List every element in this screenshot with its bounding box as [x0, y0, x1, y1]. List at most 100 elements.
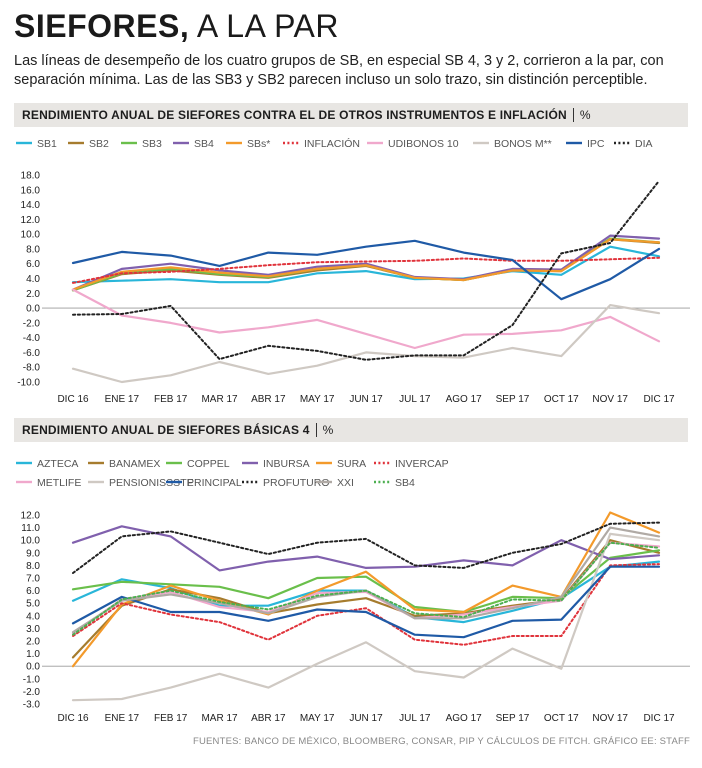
chart2-series-sb4 [72, 541, 660, 636]
subtitle: Las líneas de desempeño de los cuatro gr… [14, 53, 664, 88]
chart1-x-tick: ABR 17 [251, 394, 286, 405]
chart1-legend-label-sb4: SB4 [194, 138, 214, 150]
chart2-series-coppel [71, 549, 661, 614]
chart2-title: RENDIMIENTO ANUAL DE SIEFORES BÁSICAS 4% [22, 423, 334, 437]
chart2-y-tick: -3.0 [23, 700, 41, 711]
chart2-legend-label-sb4: SB4 [395, 477, 415, 489]
chart1-title-band: RENDIMIENTO ANUAL DE SIEFORES CONTRA EL … [14, 103, 688, 127]
chart2-series-pensionissste [71, 532, 661, 702]
chart1-y-tick: -10.0 [17, 378, 40, 389]
chart1-x-tick: MAY 17 [300, 394, 335, 405]
chart1-x-tick: JUN 17 [349, 394, 383, 405]
chart1-x-tick: FEB 17 [154, 394, 188, 405]
chart1-x-tick: MAR 17 [201, 394, 238, 405]
chart1-x-tick: NOV 17 [592, 394, 628, 405]
chart2-y-tick: 5.0 [26, 599, 40, 610]
chart2-x-tick: ABR 17 [251, 713, 286, 724]
chart1-title: RENDIMIENTO ANUAL DE SIEFORES CONTRA EL … [22, 108, 591, 122]
chart2-series-inbursa [71, 525, 661, 572]
chart2-x-tick: DIC 17 [643, 713, 675, 724]
chart1-y-tick: 2.0 [26, 289, 40, 300]
chart2-x-tick: DIC 16 [57, 713, 89, 724]
chart1-legend-label-sb2: SB2 [89, 138, 109, 150]
chart2-y-tick: -2.0 [23, 687, 41, 698]
chart2-x-tick: MAR 17 [201, 713, 238, 724]
chart2-x-tick: ENE 17 [105, 713, 140, 724]
chart2-x-tick: OCT 17 [544, 713, 579, 724]
chart1-y-tick: 16.0 [21, 185, 41, 196]
chart2-legend-label-profuturo: PROFUTURO [263, 477, 330, 489]
chart1-y-tick: 14.0 [21, 200, 41, 211]
chart2-y-tick: 12.0 [21, 511, 41, 522]
chart2-legend-label-metlife: METLIFE [37, 477, 81, 489]
chart2-x-tick: NOV 17 [592, 713, 628, 724]
chart2-y-tick: 6.0 [26, 586, 40, 597]
chart2-series-invercap [72, 563, 660, 646]
chart2-y-tick: 2.0 [26, 637, 40, 648]
chart1-y-tick: 6.0 [26, 259, 40, 270]
chart1-x-tick: JUL 17 [399, 394, 431, 405]
chart1-series-inflacion [72, 256, 660, 284]
chart2-x-tick: MAY 17 [300, 713, 335, 724]
chart2-legend-label-principal: PRINCIPAL [187, 477, 242, 489]
sources-footer: FUENTES: BANCO DE MÉXICO, BLOOMBERG, CON… [192, 736, 690, 747]
title-bold: SIEFORES, [14, 8, 190, 44]
chart1-x-tick: DIC 17 [643, 394, 675, 405]
chart1-y-tick: -6.0 [23, 348, 41, 359]
chart2-y-tick: 4.0 [26, 611, 40, 622]
chart1-series-dia [72, 179, 660, 361]
chart1-x-tick: DIC 16 [57, 394, 89, 405]
chart1-x-tick: OCT 17 [544, 394, 579, 405]
chart2-legend-label-banamex: BANAMEX [109, 458, 160, 470]
chart2-legend-label-pensionissste: PENSIONISSSTE [109, 477, 194, 489]
chart2-y-tick: 11.0 [21, 523, 40, 534]
chart1-series-ipc [71, 239, 661, 301]
chart1-y-tick: 12.0 [21, 215, 41, 226]
chart2-unit: % [315, 423, 334, 437]
chart1-legend-label-dia: DIA [635, 138, 653, 150]
chart2-x-tick: AGO 17 [446, 713, 483, 724]
chart1-x-tick: ENE 17 [105, 394, 140, 405]
chart2-legend-label-xxi: XXI [337, 477, 354, 489]
chart2-x-tick: JUL 17 [399, 713, 431, 724]
chart2-y-tick: 0.0 [26, 662, 40, 673]
chart1-y-tick: 0.0 [26, 304, 40, 315]
chart2-y-tick: 1.0 [26, 649, 40, 660]
chart2-series-principal [71, 565, 661, 639]
chart2-y-tick: 9.0 [26, 548, 40, 559]
chart2-y-tick: 3.0 [26, 624, 40, 635]
chart2-x-tick: JUN 17 [349, 713, 383, 724]
chart1-series-sb1 [71, 245, 661, 284]
chart2-legend-label-inbursa: INBURSA [263, 458, 310, 470]
chart1-y-tick: 8.0 [26, 244, 40, 255]
chart1-legend-label-ipc: IPC [587, 138, 605, 150]
chart2-y-tick: 8.0 [26, 561, 40, 572]
chart1-series-bonos-m [71, 304, 661, 384]
chart1-legend-label-sb1: SB1 [37, 138, 57, 150]
chart1-legend-label-sbs: SBs* [247, 138, 270, 150]
chart1-y-tick: 18.0 [21, 171, 41, 182]
chart1-y-tick: -2.0 [23, 318, 41, 329]
chart1-legend-label-bonos-m: BONOS M** [494, 138, 552, 150]
chart2-x-tick: FEB 17 [154, 713, 188, 724]
chart1-series-sb4 [71, 234, 661, 291]
chart1-series-udibonos-10 [71, 288, 661, 350]
chart1-y-tick: -4.0 [23, 333, 41, 344]
chart1-unit: % [572, 108, 591, 122]
chart2-y-tick: 10.0 [21, 536, 41, 547]
chart1-legend-label-inflacion: INFLACIÓN [304, 137, 360, 150]
chart2-legend-label-coppel: COPPEL [187, 458, 230, 470]
chart2-legend-label-invercap: INVERCAP [395, 458, 449, 470]
page-title: SIEFORES, A LA PAR [14, 8, 339, 45]
chart2-legend-label-sura: SURA [337, 458, 366, 470]
chart2-title-band: RENDIMIENTO ANUAL DE SIEFORES BÁSICAS 4% [14, 418, 688, 442]
chart2-legend-label-azteca: AZTECA [37, 458, 78, 470]
chart1-y-tick: -8.0 [23, 363, 41, 374]
chart2-y-tick: 7.0 [26, 574, 40, 585]
chart1-x-tick: AGO 17 [446, 394, 483, 405]
title-light: A LA PAR [196, 8, 339, 44]
chart2-y-tick: -1.0 [23, 674, 41, 685]
chart1-y-tick: 4.0 [26, 274, 40, 285]
chart1-x-tick: SEP 17 [496, 394, 530, 405]
